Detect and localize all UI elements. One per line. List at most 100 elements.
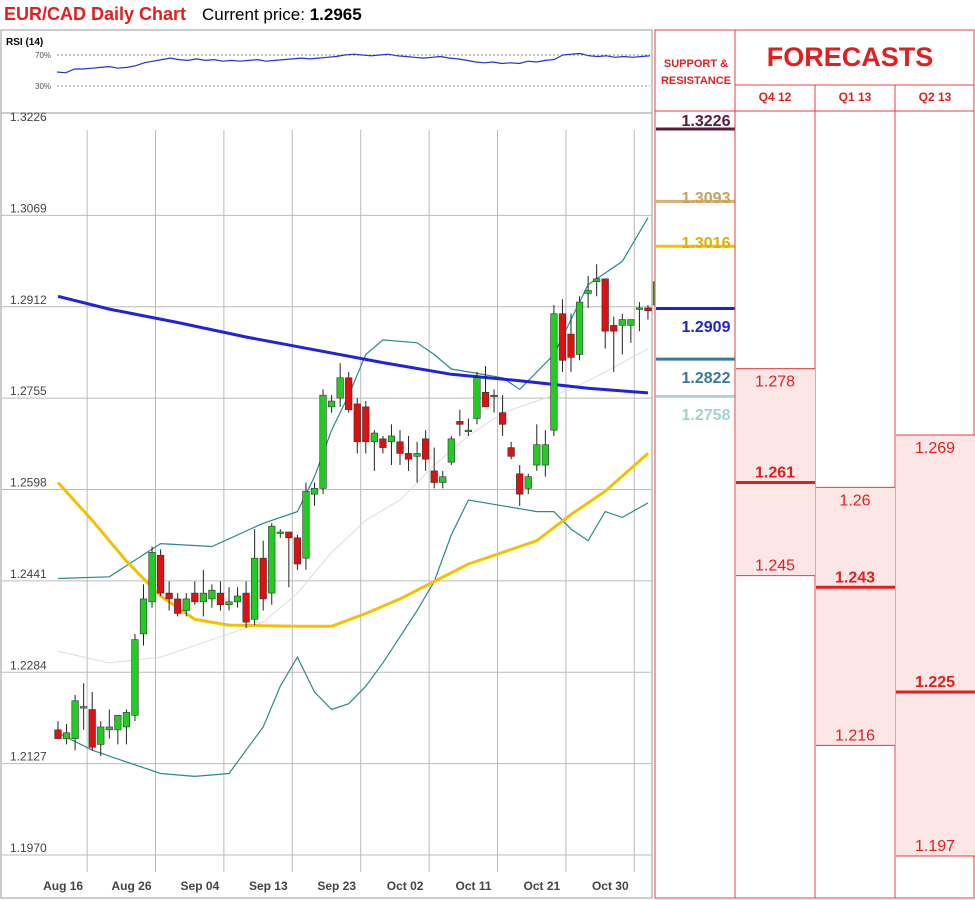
current-price-value: 1.2965 [309, 5, 362, 24]
bull-candle-body [618, 319, 626, 326]
candle [584, 275, 592, 308]
candle [413, 441, 421, 483]
candle [610, 316, 618, 372]
candle [558, 299, 567, 372]
bear-candle-body [353, 403, 361, 443]
forecast-mid-label: 1.261 [755, 465, 795, 482]
bull-candle-body [413, 453, 421, 457]
y-tick-label: 1.1970 [10, 841, 47, 855]
candle [242, 581, 250, 629]
candle [157, 549, 165, 597]
forecast-column: Q2 13 1.269 1.225 1.197 [896, 90, 975, 857]
candle [302, 482, 310, 570]
candle [533, 424, 541, 471]
bull-candle-body [635, 307, 643, 310]
candle [131, 633, 139, 722]
bull-candle-body [387, 435, 396, 443]
candle [396, 430, 404, 466]
forecast-low-label: 1.216 [835, 727, 875, 744]
candle [447, 435, 455, 466]
candle [464, 418, 473, 436]
bull-candle-body [276, 531, 284, 534]
candle [54, 721, 62, 739]
bull-candle-body [139, 598, 148, 635]
candle [88, 692, 96, 751]
bull-candle-body [208, 589, 216, 600]
candle [182, 593, 190, 617]
bull-candle-body [62, 732, 71, 739]
x-tick-label: Oct 11 [455, 879, 491, 893]
x-tick-label: Oct 02 [387, 879, 424, 893]
bear-candle-body [516, 473, 524, 495]
forecast-range-fill [736, 368, 815, 576]
price-panel: 1.3226 1.3069 1.2912 1.2755 1.2598 1.2441 1.22… [0, 110, 661, 899]
forecast-col-header: Q1 13 [839, 90, 872, 104]
candle [310, 482, 319, 506]
bear-candle-body [157, 554, 165, 594]
bull-candle-body [550, 313, 558, 431]
candle [208, 584, 216, 608]
bear-candle-body [54, 729, 62, 739]
bollinger-lower-line [57, 499, 649, 778]
bear-candle-body [285, 531, 293, 539]
forecast-mid-label: 1.243 [835, 569, 875, 586]
candle [507, 441, 515, 460]
bull-candle-body [310, 488, 319, 495]
bear-candle-body [362, 406, 370, 443]
forecasts-title: FORECASTS [767, 42, 934, 72]
bull-candle-body [122, 712, 130, 728]
candle [550, 305, 558, 436]
candle [524, 473, 532, 495]
candle [268, 523, 276, 605]
bull-candle-body [199, 592, 207, 603]
y-tick-label: 1.2755 [10, 384, 47, 398]
forecast-range-fill [816, 487, 895, 746]
forecast-range-fill [896, 434, 975, 856]
rsi-title: RSI (14) [6, 37, 43, 48]
bear-candle-body [404, 453, 413, 460]
bear-candle-body [430, 470, 438, 483]
rsi-70-label: 70% [35, 51, 51, 60]
bear-candle-body [456, 421, 464, 425]
candle [644, 305, 652, 320]
bull-candle-body [182, 598, 190, 611]
candle [473, 371, 481, 425]
sr-level-label: 1.3016 [682, 235, 731, 252]
candle [139, 584, 148, 646]
forecast-low-label: 1.197 [915, 838, 955, 855]
candle [456, 409, 464, 436]
candle [379, 435, 387, 454]
candle [370, 430, 378, 471]
forecast-high-label: 1.278 [755, 374, 795, 391]
bear-candle-body [216, 592, 225, 606]
forecast-mid-label: 1.225 [915, 674, 955, 691]
bear-candle-body [507, 447, 515, 457]
sr-level-label: 1.2822 [682, 370, 731, 387]
grid [1, 130, 652, 872]
bear-candle-body [498, 412, 507, 425]
bear-candle-body [644, 307, 652, 312]
rsi-frame [0, 29, 653, 114]
candle [336, 363, 344, 407]
y-tick-label: 1.2598 [10, 476, 47, 490]
candle [148, 546, 156, 608]
sr-levels: 1.3226 1.3093 1.3016 1.2909 1.2822 1.2758 [656, 113, 735, 424]
forecast-column: Q4 12 1.278 1.261 1.245 [736, 90, 815, 577]
bear-candle-body [396, 441, 404, 454]
candle [327, 395, 336, 413]
candle [276, 529, 284, 538]
x-tick-label: Aug 16 [43, 879, 83, 893]
candle [439, 470, 447, 489]
y-tick-label: 1.2912 [10, 293, 47, 307]
bull-candle-body [319, 394, 327, 489]
bull-candle-body [447, 438, 455, 463]
candle [353, 398, 361, 454]
bull-candle-body [302, 490, 310, 559]
candle [191, 581, 199, 605]
bull-candle-body [251, 557, 259, 620]
x-tick-label: Sep 04 [181, 879, 220, 893]
rsi-line [56, 52, 651, 74]
price-frame [0, 112, 653, 899]
bull-candle-body [533, 444, 541, 466]
y-tick-label: 1.2127 [10, 750, 47, 764]
